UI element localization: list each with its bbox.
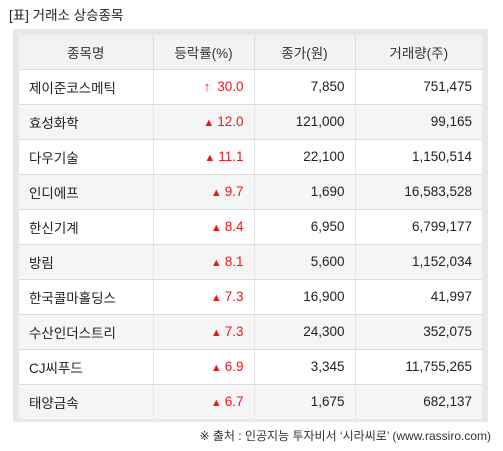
closing-price-cell: 121,000 (254, 104, 356, 140)
change-rate-cell: ▲ 12.0 (153, 104, 255, 140)
change-rate-cell: ▲ 8.4 (153, 209, 255, 245)
closing-price-cell: 22,100 (254, 139, 356, 175)
table-row: 다우기술 ▲ 11.1 22,100 1,150,514 (19, 139, 482, 175)
table-row: 방림 ▲ 8.1 5,600 1,152,034 (19, 244, 482, 280)
stock-table-frame: 종목명 등락률(%) 종가(원) 거래량(주) 제이준코스메틱 ↑ 30.0 7,85… (13, 29, 488, 422)
change-rate-cell: ▲ 7.3 (153, 314, 255, 350)
stock-table: 종목명 등락률(%) 종가(원) 거래량(주) 제이준코스메틱 ↑ 30.0 7,85… (19, 35, 482, 419)
change-rate-value: 9.7 (224, 184, 244, 199)
volume-cell: 352,075 (355, 314, 482, 350)
table-row: 태양금속 ▲ 6.7 1,675 682,137 (19, 384, 482, 419)
closing-price-cell: 24,300 (254, 314, 356, 350)
up-triangle-icon: ▲ (210, 362, 222, 374)
column-header-volume: 거래량(주) (355, 35, 482, 70)
source-note: ※ 출처 : 인공지능 투자비서 ‘시라씨로’ (www.rassiro.com… (199, 429, 491, 443)
stock-name-cell: 방림 (19, 244, 154, 280)
change-rate-value: 6.7 (224, 394, 244, 410)
up-triangle-icon: ▲ (210, 187, 222, 199)
volume-cell: 6,799,177 (355, 209, 482, 245)
closing-price-cell: 3,345 (254, 349, 356, 385)
change-rate-value: 7.3 (224, 324, 244, 339)
volume-cell: 682,137 (355, 384, 482, 419)
upper-limit-arrow-icon: ↑ (203, 79, 211, 94)
closing-price-cell: 5,600 (254, 244, 356, 280)
volume-cell: 1,150,514 (355, 139, 482, 175)
change-rate-value: 8.4 (224, 219, 244, 234)
change-rate-cell: ▲ 7.3 (153, 279, 255, 315)
change-rate-value: 12.0 (217, 114, 244, 129)
change-rate-value: 11.1 (218, 149, 244, 164)
stock-name-cell: CJ씨푸드 (19, 349, 154, 385)
stock-name-cell: 한국콜마홀딩스 (19, 279, 154, 315)
table-row: 수산인더스트리 ▲ 7.3 24,300 352,075 (19, 314, 482, 350)
table-title: [표] 거래소 상승종목 (9, 8, 124, 23)
volume-cell: 1,152,034 (355, 244, 482, 280)
column-header-price: 종가(원) (254, 35, 356, 70)
volume-cell: 16,583,528 (355, 174, 482, 210)
volume-cell: 751,475 (355, 69, 482, 105)
stock-name-cell: 수산인더스트리 (19, 314, 154, 350)
up-triangle-icon: ▲ (210, 292, 222, 304)
up-triangle-icon: ▲ (210, 257, 222, 269)
change-rate-cell: ▲ 6.9 (153, 349, 255, 385)
change-rate-value: 30.0 (217, 79, 244, 94)
change-rate-cell: ▲ 11.1 (153, 139, 255, 175)
table-header-row: 종목명 등락률(%) 종가(원) 거래량(주) (19, 35, 482, 70)
table-row: 인디에프 ▲ 9.7 1,690 16,583,528 (19, 174, 482, 210)
table-row: 한국콜마홀딩스 ▲ 7.3 16,900 41,997 (19, 279, 482, 315)
change-rate-value: 6.9 (224, 359, 244, 374)
up-triangle-icon: ▲ (204, 152, 216, 164)
stock-name-cell: 제이준코스메틱 (19, 69, 154, 105)
volume-cell: 41,997 (355, 279, 482, 315)
change-rate-cell: ↑ 30.0 (153, 69, 255, 105)
stock-name-cell: 효성화학 (19, 104, 154, 140)
closing-price-cell: 7,850 (254, 69, 356, 105)
up-triangle-icon: ▲ (210, 222, 222, 234)
volume-cell: 99,165 (355, 104, 482, 140)
up-triangle-icon: ▲ (203, 117, 215, 129)
stock-name-cell: 태양금속 (19, 384, 154, 419)
column-header-name: 종목명 (19, 35, 154, 70)
table-row: 제이준코스메틱 ↑ 30.0 7,850 751,475 (19, 69, 482, 105)
change-rate-cell: ▲ 8.1 (153, 244, 255, 280)
stock-name-cell: 인디에프 (19, 174, 154, 210)
closing-price-cell: 1,690 (254, 174, 356, 210)
table-row: 한신기계 ▲ 8.4 6,950 6,799,177 (19, 209, 482, 245)
change-rate-cell: ▲ 6.7 (153, 384, 255, 419)
change-rate-cell: ▲ 9.7 (153, 174, 255, 210)
stock-name-cell: 다우기술 (19, 139, 154, 175)
volume-cell: 11,755,265 (355, 349, 482, 385)
closing-price-cell: 6,950 (254, 209, 356, 245)
up-triangle-icon: ▲ (210, 327, 222, 339)
table-row: 효성화학 ▲ 12.0 121,000 99,165 (19, 104, 482, 140)
up-triangle-icon: ▲ (210, 397, 222, 410)
table-row: CJ씨푸드 ▲ 6.9 3,345 11,755,265 (19, 349, 482, 385)
change-rate-value: 8.1 (224, 254, 244, 269)
closing-price-cell: 1,675 (254, 384, 356, 419)
column-header-rate: 등락률(%) (153, 35, 255, 70)
change-rate-value: 7.3 (224, 289, 244, 304)
closing-price-cell: 16,900 (254, 279, 356, 315)
stock-name-cell: 한신기계 (19, 209, 154, 245)
